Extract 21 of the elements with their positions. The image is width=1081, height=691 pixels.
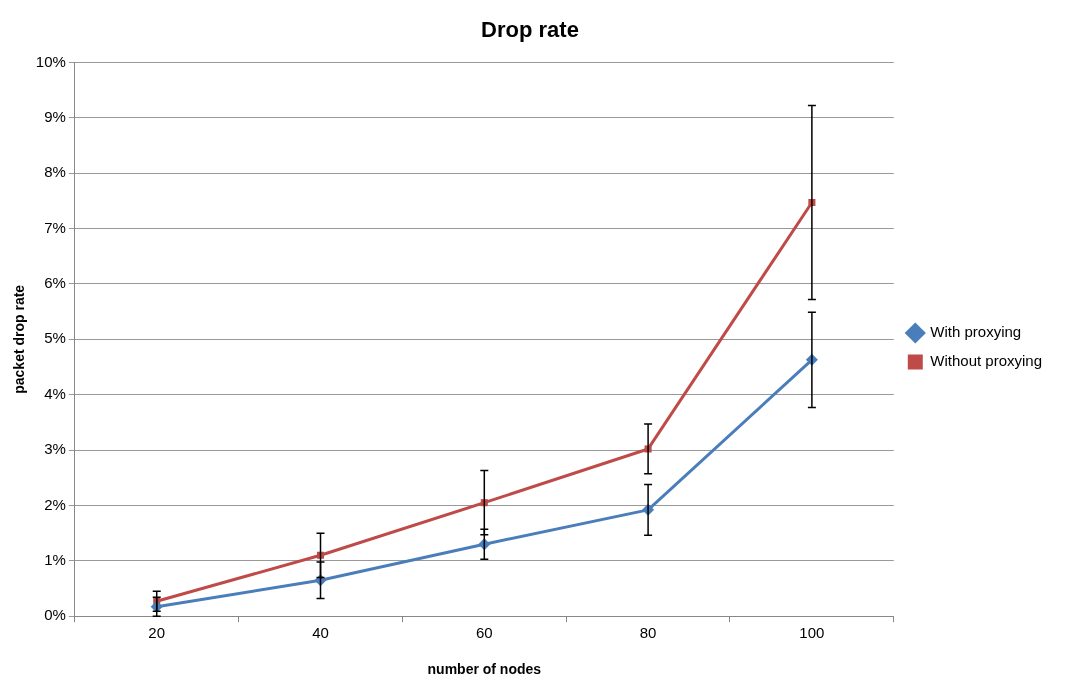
y-tick-label: 10% <box>35 52 66 70</box>
x-tick-label: 60 <box>475 624 493 642</box>
y-tick-label: 6% <box>44 274 66 292</box>
y-tick-label: 5% <box>44 329 66 347</box>
x-axis-title: number of nodes <box>427 661 542 678</box>
y-axis-title: packet drop rate <box>11 284 28 394</box>
legend-label: Without proxying <box>930 352 1042 370</box>
chart-title: Drop rate <box>481 17 579 43</box>
x-tick-label: 100 <box>799 624 825 642</box>
x-tick-label: 20 <box>148 624 166 642</box>
y-tick-label: 4% <box>44 384 66 402</box>
y-tick-label: 3% <box>44 440 66 458</box>
y-tick-label: 8% <box>44 163 66 181</box>
y-tick-label: 0% <box>44 606 66 624</box>
x-tick-label: 80 <box>639 624 657 642</box>
legend-label: With proxying <box>930 323 1022 341</box>
x-tick-label: 40 <box>312 624 329 642</box>
y-tick-label: 2% <box>44 495 66 513</box>
y-tick-label: 7% <box>44 218 66 236</box>
y-tick-label: 9% <box>44 107 66 125</box>
y-tick-label: 1% <box>44 550 66 568</box>
